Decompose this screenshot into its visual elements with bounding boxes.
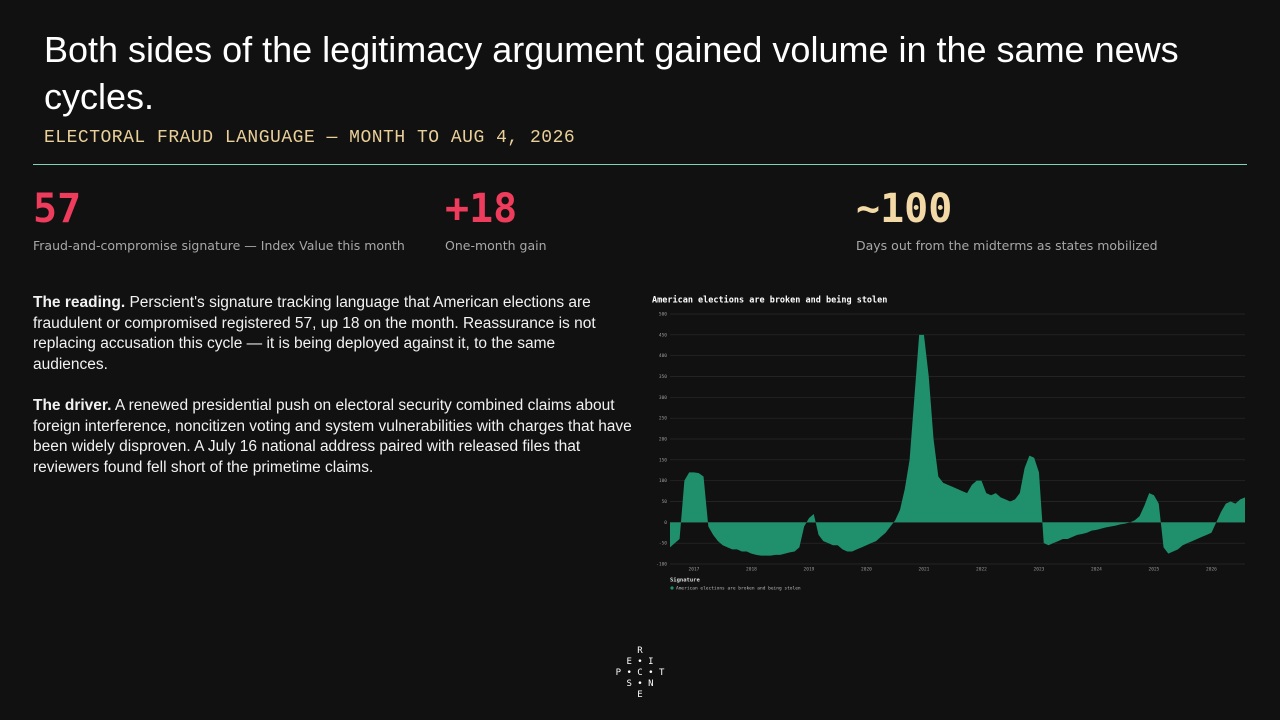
x-tick-label: 2019 <box>804 567 815 573</box>
logo-row: P • C • T <box>615 668 665 678</box>
paragraph-lead: The driver. <box>33 397 112 414</box>
stat: ~100 Days out from the midterms as state… <box>856 186 1158 253</box>
y-tick-label: 150 <box>659 457 667 463</box>
paragraph-text: A renewed presidential push on electoral… <box>33 397 632 476</box>
stat-value: 57 <box>33 186 82 232</box>
stat-value: ~100 <box>856 186 953 232</box>
y-tick-label: 300 <box>659 395 667 401</box>
paragraph: The driver. A renewed presidential push … <box>33 396 633 478</box>
chart-title: American elections are broken and being … <box>652 295 887 306</box>
y-tick-label: 400 <box>659 353 667 359</box>
y-tick-label: 500 <box>659 312 667 318</box>
slide-title: Both sides of the legitimacy argument ga… <box>44 29 1179 117</box>
stat-value: +18 <box>445 186 518 232</box>
paragraph-text: Perscient's signature tracking language … <box>33 294 596 373</box>
y-tick-label: -100 <box>656 562 667 568</box>
legend-label: American elections are broken and being … <box>676 586 801 592</box>
area <box>670 334 1245 556</box>
y-tick-label: 250 <box>659 416 667 422</box>
logo-row: S • N <box>626 679 654 689</box>
stat: +18 One-month gain <box>445 186 547 253</box>
x-tick-label: 2017 <box>689 567 700 573</box>
slide-subtitle: ELECTORAL FRAUD LANGUAGE — MONTH TO AUG … <box>44 128 576 148</box>
stat: 57 Fraud-and-compromise signature — Inde… <box>33 186 405 253</box>
x-tick-label: 2020 <box>861 567 872 573</box>
stat-label: Fraud-and-compromise signature — Index V… <box>33 238 405 253</box>
x-tick-label: 2025 <box>1149 567 1160 573</box>
logo: R E • I P • C • T S • N E <box>600 646 680 701</box>
legend-title: Signature <box>670 578 700 584</box>
y-tick-label: -50 <box>659 541 667 547</box>
x-tick-label: 2021 <box>919 567 930 573</box>
x-tick-label: 2026 <box>1206 567 1217 573</box>
x-tick-label: 2024 <box>1091 567 1102 573</box>
y-tick-label: 450 <box>659 332 667 338</box>
logo-row: E • I <box>626 657 654 667</box>
x-tick-label: 2018 <box>746 567 757 573</box>
x-tick-label: 2022 <box>976 567 987 573</box>
stat-label: Days out from the midterms as states mob… <box>856 238 1158 253</box>
y-tick-label: 350 <box>659 374 667 380</box>
divider <box>33 164 1247 165</box>
y-tick-label: 0 <box>664 520 667 526</box>
stat-label: One-month gain <box>445 238 547 253</box>
paragraph-lead: The reading. <box>33 294 126 311</box>
y-tick-label: 200 <box>659 437 667 443</box>
y-tick-label: 50 <box>662 499 668 505</box>
logo-row: R <box>637 646 643 656</box>
logo-row: E <box>637 690 643 700</box>
legend-swatch <box>670 586 674 590</box>
x-tick-label: 2023 <box>1034 567 1045 573</box>
y-tick-label: 100 <box>659 478 667 484</box>
paragraph: The reading. Perscient's signature track… <box>33 293 633 375</box>
